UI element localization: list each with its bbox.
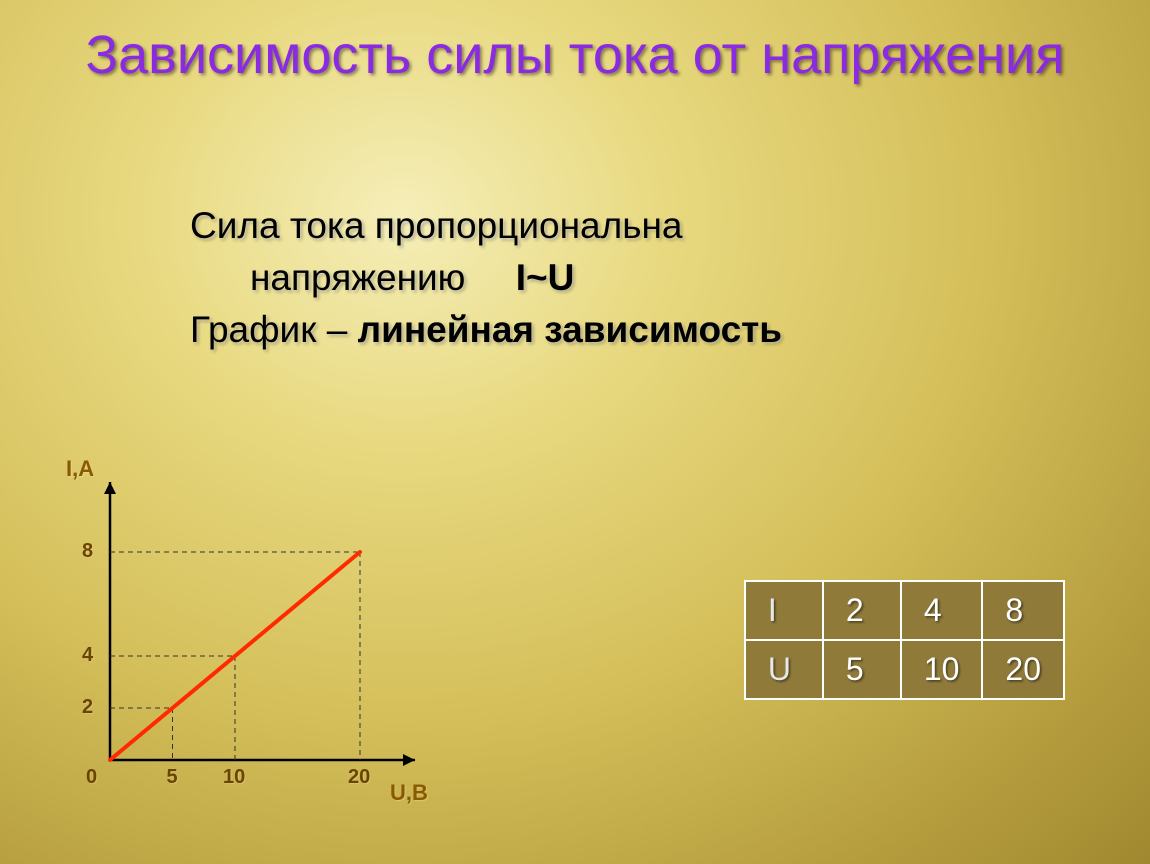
- body-text: Сила тока пропорциональна напряжению I~U…: [190, 200, 1070, 355]
- table-header-cell: I: [745, 581, 823, 640]
- table-row: I248: [745, 581, 1064, 640]
- table-header-cell: U: [745, 640, 823, 699]
- table-cell: 2: [823, 581, 901, 640]
- origin-label: 0: [86, 766, 97, 789]
- chart: I,A U,B 248510200: [55, 460, 415, 820]
- y-tick-label: 8: [82, 540, 93, 563]
- y-axis-label: I,A: [66, 456, 94, 482]
- body-line-1: Сила тока пропорциональна: [190, 200, 1070, 252]
- body-line-2a: напряжению: [250, 257, 465, 298]
- x-tick-label: 20: [348, 766, 370, 789]
- body-line-3a: График –: [190, 309, 358, 350]
- table-cell: 4: [901, 581, 983, 640]
- table-cell: 8: [982, 581, 1064, 640]
- y-tick-label: 2: [82, 696, 93, 719]
- body-line-2: напряжению I~U: [190, 252, 1070, 304]
- body-line-3: График – линейная зависимость: [190, 304, 1070, 356]
- body-line-3b: линейная зависимость: [358, 309, 782, 350]
- table-row: U51020: [745, 640, 1064, 699]
- y-tick-label: 4: [82, 644, 93, 667]
- table-cell: 10: [901, 640, 983, 699]
- x-tick-label: 5: [167, 766, 178, 789]
- slide-title: Зависимость силы тока от напряжения: [0, 24, 1150, 86]
- table-cell: 20: [982, 640, 1064, 699]
- x-axis-label: U,B: [390, 780, 428, 806]
- formula: I~U: [516, 257, 575, 298]
- data-table: I248U51020: [744, 580, 1065, 700]
- x-tick-label: 10: [223, 766, 245, 789]
- table-cell: 5: [823, 640, 901, 699]
